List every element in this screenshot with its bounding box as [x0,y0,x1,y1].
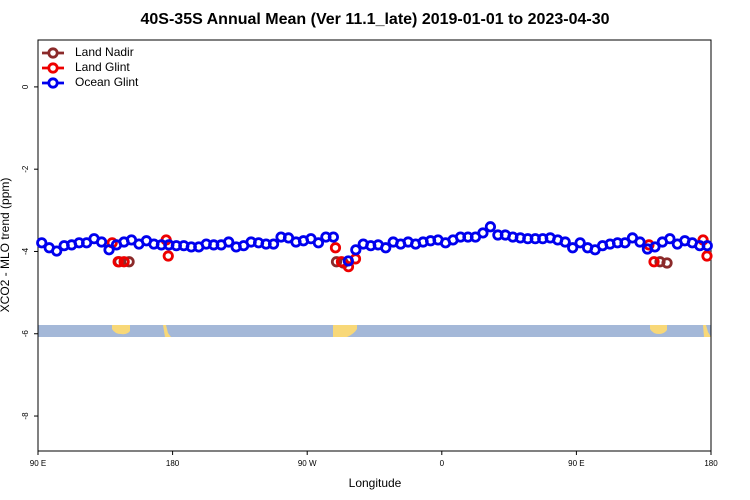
data-point [36,237,48,249]
y-tick-label: -2 [21,165,30,173]
data-point [103,244,115,256]
data-point [648,256,660,268]
data-point [267,238,280,250]
data-point [350,244,362,256]
x-tick-label: 0 [440,459,445,468]
legend-marker [47,47,59,59]
data-point [118,256,130,268]
x-tick-label: 180 [166,459,180,468]
data-point [342,261,355,273]
data-point [335,256,348,268]
data-point [123,256,135,268]
data-point [484,221,497,233]
data-point [223,236,235,248]
legend-label: Land Glint [75,60,130,74]
legend-marker [47,77,59,89]
data-point [112,256,124,268]
data-point [559,236,571,248]
data-point [619,237,631,249]
data-point [95,236,108,248]
x-tick-label: 90 W [298,459,317,468]
chart-title: 40S-35S Annual Mean (Ver 11.1_late) 2019… [141,11,610,28]
data-point [649,241,661,253]
land-strip [38,325,711,337]
legend-label: Ocean Glint [75,75,139,89]
data-point [162,250,174,262]
x-tick-label: 180 [704,459,718,468]
y-tick-label: -8 [21,412,30,420]
y-tick-label: 0 [21,84,30,89]
data-point [312,237,325,249]
data-point [380,242,392,254]
x-axis-label: Longitude [349,476,402,490]
data-point [342,255,354,267]
data-point [327,231,339,243]
data-point [661,257,673,269]
legend-marker [47,62,59,74]
legend-label: Land Nadir [75,45,134,59]
x-tick-label: 90 E [30,459,46,468]
data-point [634,236,646,248]
data-point [701,250,713,262]
data-point [701,240,713,252]
data-point [477,227,489,239]
data-point [51,245,63,257]
y-tick-label: -6 [21,330,30,338]
data-point [664,233,676,245]
data-point [574,237,586,249]
data-point [567,242,579,254]
x-tick-label: 90 E [568,459,584,468]
y-axis-label: XCO2 - MLO trend (ppm) [0,178,12,313]
y-tick-label: -4 [21,247,30,255]
data-point [329,242,342,254]
